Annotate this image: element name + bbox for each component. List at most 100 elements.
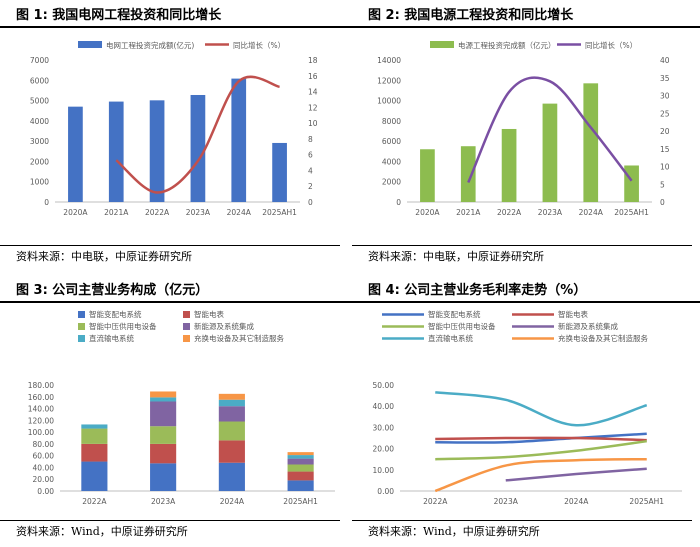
stacked-segment: [287, 458, 314, 465]
bar: [420, 149, 435, 202]
y-tick: 20.00: [373, 445, 395, 454]
chart-2-svg: 电源工程投资完成额（亿元） 同比增长（%）02000400060008000100…: [377, 40, 670, 217]
y-tick-left: 0: [44, 198, 49, 207]
stacked-segment: [287, 464, 314, 472]
y-tick-right: 25: [660, 109, 670, 118]
legend-swatch: [78, 311, 85, 318]
legend-swatch: [78, 323, 85, 330]
series-line: [435, 391, 648, 427]
y-tick-left: 2000: [30, 157, 49, 166]
legend-label: 智能电表: [558, 309, 588, 319]
y-tick: 10.00: [373, 466, 395, 475]
y-tick-right: 15: [660, 145, 670, 154]
y-tick-left: 2000: [382, 178, 401, 187]
chart-title-1: 图 1: 我国电网工程投资和同比增长: [0, 4, 356, 28]
x-tick-label: 2020A: [415, 208, 440, 217]
source-divider: [0, 245, 340, 246]
y-tick-right: 12: [308, 103, 318, 112]
legend-label: 新能源及系统集成: [558, 321, 618, 331]
stacked-segment: [218, 393, 245, 400]
y-tick-right: 35: [660, 74, 670, 83]
y-tick: 140.00: [28, 405, 54, 414]
legend-label: 智能电表: [194, 309, 224, 319]
chart-panel-3: 图 3: 公司主营业务构成（亿元） 智能变配电系统 智能电表 智能中压供用电设备 新能…: [0, 275, 356, 545]
bar: [272, 142, 287, 202]
chart-panel-1: 图 1: 我国电网工程投资和同比增长 电网工程投资完成额(亿元) 同比增长（%） 0…: [0, 0, 356, 270]
stacked-segment: [81, 461, 108, 491]
legend-label: 智能中压供用电设备: [428, 321, 496, 331]
x-tick-label: 2025AH1: [614, 208, 649, 217]
source-note-2: 资料来源：中电联，中原证券研究所: [368, 250, 544, 263]
y-tick-left: 4000: [30, 117, 49, 126]
x-tick-label: 2022A: [423, 497, 448, 506]
y-tick: 40.00: [373, 402, 395, 411]
series-line: [435, 436, 647, 442]
legend-label: 充换电设备及其它制造服务: [558, 333, 648, 343]
stacked-segment: [150, 443, 177, 464]
stacked-segment: [150, 463, 177, 491]
x-tick-label: 2025AH1: [629, 497, 664, 506]
y-tick-right: 8: [308, 135, 313, 144]
series-line: [435, 432, 647, 444]
legend-label: 直流输电系统: [89, 333, 134, 343]
x-tick-label: 2022A: [82, 497, 107, 506]
x-tick-label: 2025AH1: [262, 208, 297, 217]
y-tick-left: 6000: [382, 137, 401, 146]
bar: [190, 94, 206, 202]
stacked-segment: [150, 397, 177, 402]
x-tick-label: 2024A: [227, 208, 252, 217]
series-line: [115, 75, 280, 194]
x-tick-label: 2023A: [538, 208, 563, 217]
y-tick-left: 14000: [377, 56, 401, 65]
stacked-segment: [287, 452, 314, 456]
y-tick: 20.00: [33, 475, 55, 484]
chart-1-svg: 电网工程投资完成额(亿元) 同比增长（%） 0 1000 2000 3000 4000 500…: [30, 40, 318, 217]
y-tick: 30.00: [373, 423, 395, 432]
legend-swatch: [78, 335, 85, 342]
stacked-segment: [287, 480, 314, 491]
y-tick-right: 10: [308, 119, 318, 128]
series-line: [435, 439, 647, 461]
x-tick-label: 2021A: [104, 208, 129, 217]
y-tick: 120.00: [28, 416, 54, 425]
y-tick-right: 16: [308, 72, 318, 81]
legend-swatch: [183, 311, 190, 318]
stacked-segment: [81, 443, 108, 462]
x-tick-label: 2022A: [497, 208, 522, 217]
bar: [68, 106, 83, 202]
legend-bar-swatch: [430, 41, 454, 48]
y-tick-left: 5000: [30, 97, 49, 106]
legend-label: 智能变配电系统: [428, 309, 481, 319]
y-tick: 100.00: [28, 428, 54, 437]
stacked-segment: [150, 391, 177, 398]
x-tick-label: 2020A: [63, 208, 88, 217]
x-tick-label: 2023A: [494, 497, 519, 506]
legend-label: 直流输电系统: [428, 333, 473, 343]
legend-bar-swatch: [78, 41, 102, 48]
y-tick-left: 6000: [30, 76, 49, 85]
legend-swatch: [183, 335, 190, 342]
legend-label: 充换电设备及其它制造服务: [194, 333, 284, 343]
y-tick-right: 5: [660, 180, 665, 189]
legend-line-label: 同比增长（%）: [585, 40, 637, 50]
y-tick-right: 18: [308, 56, 318, 65]
bar: [583, 83, 599, 202]
legend-label: 智能变配电系统: [89, 309, 142, 319]
series-line: [505, 467, 647, 482]
x-tick-label: 2024A: [579, 208, 604, 217]
x-tick-label: 2024A: [564, 497, 589, 506]
legend-label: 智能中压供用电设备: [89, 321, 157, 331]
legend-bar-label: 电源工程投资完成额（亿元）: [458, 40, 556, 50]
legend-swatch: [183, 323, 190, 330]
y-tick: 160.00: [28, 393, 54, 402]
y-tick-right: 14: [308, 88, 318, 97]
y-tick: 0.00: [377, 487, 394, 496]
x-tick-label: 2021A: [456, 208, 481, 217]
stacked-segment: [150, 401, 177, 427]
legend-label: 新能源及系统集成: [194, 321, 254, 331]
x-tick-label: 2025AH1: [283, 497, 318, 506]
stacked-segment: [287, 455, 314, 459]
y-tick-left: 0: [396, 198, 401, 207]
bar: [542, 103, 558, 202]
